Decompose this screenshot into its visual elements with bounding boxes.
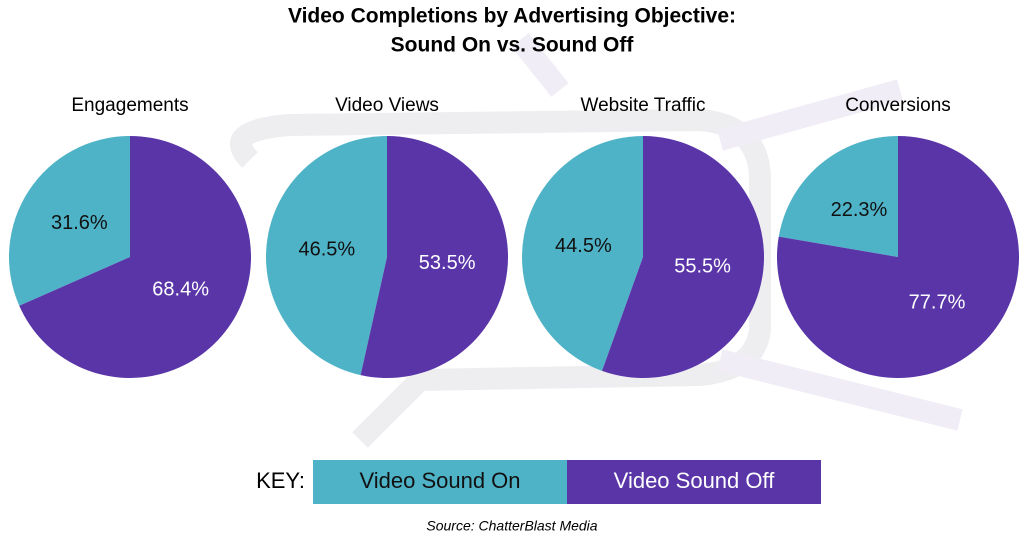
pie-slice — [521, 136, 643, 371]
value-label: 46.5% — [299, 239, 356, 261]
pie-slice — [19, 136, 252, 378]
pie-slice — [266, 136, 387, 376]
pie-title: Conversions — [845, 95, 951, 116]
legend-label: KEY: — [256, 468, 305, 493]
pie-title: Video Views — [335, 95, 439, 116]
value-label: 53.5% — [419, 252, 476, 274]
value-label: 77.7% — [909, 292, 966, 314]
value-label: 44.5% — [555, 235, 612, 257]
pie-slice — [602, 136, 764, 378]
pie-title: Website Traffic — [581, 95, 706, 116]
source: Source: ChatterBlast Media — [426, 518, 597, 534]
chart-title: Sound On vs. Sound Off — [391, 34, 635, 57]
pie-slice — [360, 136, 509, 378]
pie-slice — [777, 136, 1019, 378]
legend-entry: Video Sound On — [359, 468, 520, 493]
pie-slice — [9, 136, 130, 306]
value-label: 22.3% — [831, 199, 888, 221]
value-label: 55.5% — [674, 256, 731, 278]
legend-entry: Video Sound Off — [614, 468, 776, 493]
pie-slice — [778, 136, 898, 257]
legend-swatch — [313, 460, 567, 504]
value-label: 68.4% — [152, 278, 209, 300]
legend-swatch — [567, 460, 821, 504]
chart-title: Video Completions by Advertising Objecti… — [288, 5, 736, 28]
background-decoration — [230, 33, 963, 448]
value-label: 31.6% — [51, 212, 108, 234]
pie-title: Engagements — [71, 95, 188, 116]
